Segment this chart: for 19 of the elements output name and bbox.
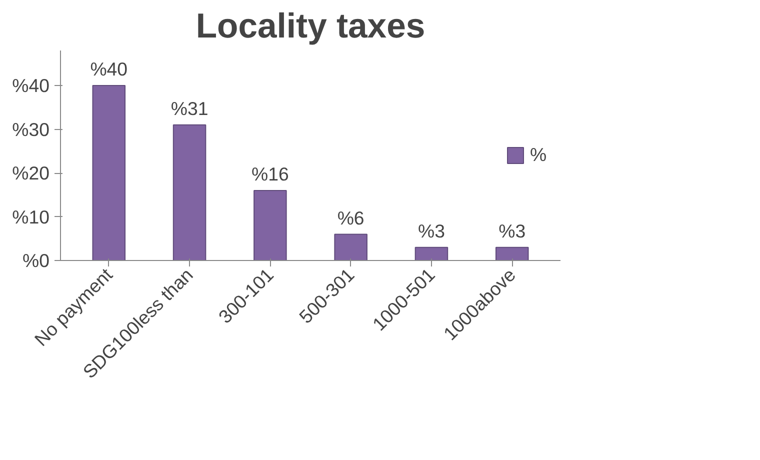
bar xyxy=(172,124,206,260)
y-tick-label: %40 xyxy=(12,75,50,96)
data-label: %3 xyxy=(498,220,526,242)
bar xyxy=(495,246,529,260)
bar xyxy=(92,85,126,260)
bar xyxy=(414,246,448,260)
data-label: %40 xyxy=(90,58,128,80)
y-tick-label: %0 xyxy=(22,250,50,271)
y-tick-label: %30 xyxy=(12,118,50,140)
y-tick-label: %10 xyxy=(12,206,50,228)
bar xyxy=(334,234,368,260)
data-label: %16 xyxy=(252,164,289,184)
data-label: %3 xyxy=(418,220,445,242)
legend-label: % xyxy=(530,144,548,166)
data-label: %31 xyxy=(170,98,208,119)
bar xyxy=(254,190,287,260)
chart-title: Locality taxes xyxy=(196,8,426,46)
y-tick-label: %20 xyxy=(12,162,50,184)
data-label: %6 xyxy=(337,207,364,228)
